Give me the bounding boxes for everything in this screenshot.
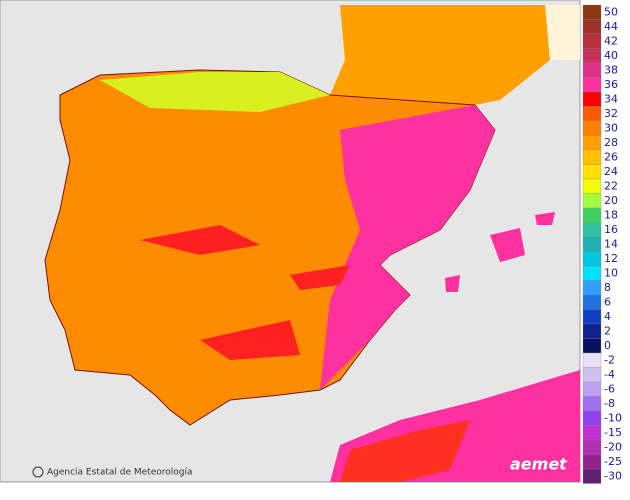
credit: Agencia Estatal de Meteorología (47, 468, 193, 478)
north-coast (100, 72, 330, 112)
legend-swatch (582, 367, 602, 383)
hot-patch (290, 265, 350, 290)
legend-label: 22 (604, 179, 618, 192)
legend-label: -30 (604, 469, 622, 482)
legend-swatch (582, 207, 602, 223)
legend-label: 0 (604, 339, 611, 352)
legend-label: -10 (604, 411, 622, 424)
legend-swatch (582, 236, 602, 252)
legend-swatch (582, 352, 602, 368)
legend-label: 14 (604, 237, 618, 250)
legend-swatch (582, 149, 602, 165)
legend-swatch (582, 19, 602, 35)
legend-label: 20 (604, 194, 618, 207)
legend-swatch (582, 120, 602, 136)
legend-label: -25 (604, 455, 622, 468)
legend-swatch (582, 410, 602, 426)
legend-swatch (582, 91, 602, 107)
france (330, 5, 550, 105)
east-region (320, 105, 495, 390)
legend-swatch (582, 396, 602, 412)
legend-label: -8 (604, 397, 615, 410)
legend-swatch (582, 178, 602, 194)
hot-patch (140, 225, 260, 255)
legend-label: 12 (604, 252, 618, 265)
legend-label: 30 (604, 121, 618, 134)
color-legend: 5044424038363432302826242220181614121086… (582, 4, 622, 484)
legend-swatch (582, 309, 602, 325)
legend-label: 4 (604, 310, 611, 323)
legend-swatch (582, 4, 602, 20)
legend-swatch (582, 62, 602, 78)
legend-label: 24 (604, 165, 618, 178)
legend-label: 16 (604, 223, 618, 236)
legend-label: 18 (604, 208, 618, 221)
logo: aemet (510, 455, 568, 474)
legend-swatch (582, 106, 602, 122)
legend-label: 10 (604, 266, 618, 279)
legend-label: 50 (604, 5, 618, 18)
mallorca (490, 228, 525, 262)
legend-label: -2 (604, 353, 615, 366)
legend-swatch (582, 77, 602, 93)
legend-swatch (582, 294, 602, 310)
legend-swatch (582, 468, 602, 484)
ibiza (445, 275, 460, 292)
legend-label: 32 (604, 107, 618, 120)
legend-swatch (582, 251, 602, 267)
legend-label: -4 (604, 368, 615, 381)
legend-label: -20 (604, 440, 622, 453)
legend-swatch (582, 48, 602, 64)
legend-label: 38 (604, 63, 618, 76)
legend-swatch (582, 33, 602, 49)
legend-swatch (582, 135, 602, 151)
legend-label: -6 (604, 382, 615, 395)
africa-hot (340, 420, 470, 482)
legend-swatch (582, 280, 602, 296)
no-data (545, 5, 580, 60)
legend-label: 44 (604, 20, 618, 33)
legend-swatch (582, 164, 602, 180)
legend-swatch (582, 338, 602, 354)
legend-label: 28 (604, 136, 618, 149)
legend-label: 8 (604, 281, 611, 294)
legend-label: 2 (604, 324, 611, 337)
legend-label: 42 (604, 34, 618, 47)
legend-label: -15 (604, 426, 622, 439)
legend-label: 34 (604, 92, 618, 105)
legend-swatch (582, 222, 602, 238)
legend-label: 36 (604, 78, 618, 91)
legend-swatch (582, 425, 602, 441)
legend-swatch (582, 265, 602, 281)
legend-swatch (582, 193, 602, 209)
legend-label: 6 (604, 295, 611, 308)
copyright-icon (32, 466, 44, 478)
menorca (535, 212, 555, 225)
legend-swatch (582, 439, 602, 455)
hot-patch (200, 320, 300, 360)
legend-swatch (582, 381, 602, 397)
legend-swatch (582, 323, 602, 339)
legend-label: 40 (604, 49, 618, 62)
legend-label: 26 (604, 150, 618, 163)
legend-swatch (582, 454, 602, 470)
